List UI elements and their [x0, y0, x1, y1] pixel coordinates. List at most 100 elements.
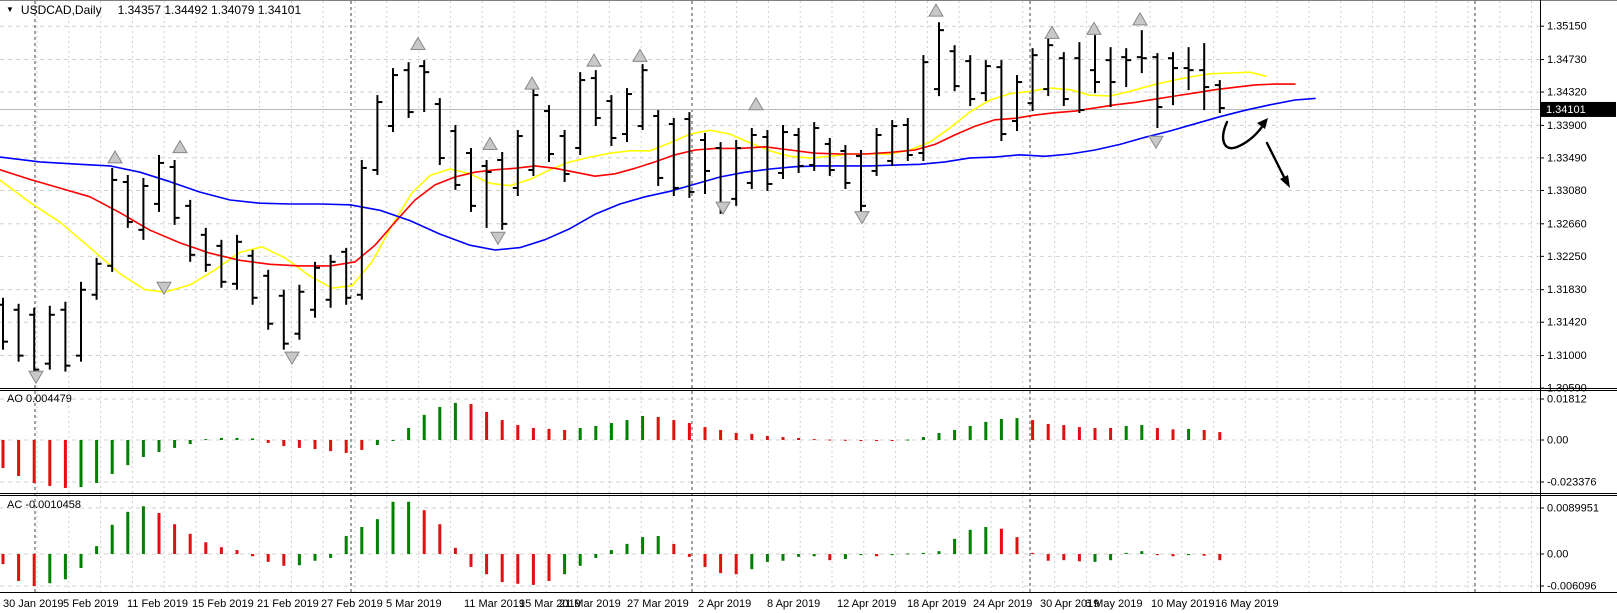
- ao-histogram-bar: [422, 414, 426, 440]
- frame-layer: [0, 0, 1617, 593]
- ao-histogram-bar: [79, 440, 83, 488]
- ac-histogram-bar: [828, 554, 832, 561]
- ao-histogram-bar: [1218, 432, 1222, 440]
- ao-axis-label: -0.023376: [1547, 477, 1597, 489]
- ao-histogram-bar: [921, 437, 925, 440]
- ac-histogram-bar: [625, 543, 629, 554]
- ao-histogram-bar: [219, 437, 223, 440]
- ac-histogram-bar: [360, 527, 364, 554]
- fractal-down-icon: [156, 281, 172, 296]
- ohlc-bar: [1058, 52, 1069, 107]
- ac-histogram-bar: [563, 554, 567, 575]
- time-axis-label: 21 Mar 2019: [559, 598, 621, 610]
- ao-histogram-bar: [360, 440, 364, 450]
- ac-histogram-bar: [719, 554, 723, 574]
- ac-histogram-bar: [781, 554, 785, 561]
- ao-histogram-bar: [251, 438, 255, 440]
- ac-histogram-bar: [531, 554, 535, 585]
- ohlc-quote-label: 1.34357 1.34492 1.34079 1.34101: [117, 3, 302, 17]
- ac-histogram-bar: [687, 554, 691, 557]
- straight-arrow-down-right[interactable]: [1265, 141, 1290, 188]
- ao-histogram-bar: [453, 402, 457, 440]
- ohlc-bar: [1152, 53, 1163, 129]
- trend-arrow-shaft: [1222, 120, 1266, 150]
- ac-histogram-layer: [1, 501, 1222, 587]
- ohlc-bar: [902, 118, 913, 161]
- ao-histogram-bar: [781, 437, 785, 440]
- ao-histogram-bar: [1124, 425, 1128, 440]
- time-axis[interactable]: 30 Jan 2019 5 Feb 2019 11 Feb 2019 15 Feb 2…: [3, 598, 1279, 610]
- ao-histogram-bar: [1109, 428, 1113, 440]
- ao-histogram-bar: [500, 420, 504, 440]
- ohlc-bar: [76, 281, 86, 362]
- ao-histogram-bar: [812, 439, 816, 441]
- symbol-dropdown-icon[interactable]: ▼: [6, 5, 14, 14]
- ac-histogram-bar: [1155, 554, 1159, 556]
- ac-histogram-bar: [1202, 554, 1206, 556]
- price-axis-label: 1.30590: [1547, 383, 1587, 395]
- price-axis[interactable]: 1.35150 1.34730 1.34320 1.33900 1.33490 1.330…: [1540, 21, 1616, 593]
- fractal-up-icon: [107, 149, 123, 164]
- ao-histogram-bar: [407, 428, 411, 440]
- time-axis-label: 11 Mar 2019: [464, 598, 525, 610]
- time-axis-label: 27 Mar 2019: [627, 598, 689, 610]
- ac-histogram-bar: [63, 554, 67, 580]
- ohlc-bar: [1121, 48, 1132, 88]
- ac-histogram-bar: [984, 527, 988, 554]
- ohlc-bar: [60, 301, 71, 372]
- ao-histogram-bar: [984, 421, 988, 440]
- ac-histogram-bar: [703, 554, 707, 567]
- ohlc-bar: [840, 145, 851, 189]
- ohlc-bar: [200, 227, 211, 272]
- price-axis-label: 1.32250: [1547, 251, 1587, 263]
- ac-histogram-bar: [1046, 554, 1050, 561]
- chart-title: ▼ USDCAD,Daily 1.34357 1.34492 1.34079 1…: [6, 3, 301, 17]
- ac-histogram-bar: [235, 550, 239, 554]
- ohlc-bar: [606, 95, 617, 147]
- ohlc-bar: [122, 175, 133, 228]
- fractal-up-icon: [586, 53, 602, 67]
- ao-histogram-bar: [875, 440, 879, 441]
- time-axis-label: 27 Feb 2019: [321, 598, 383, 610]
- ohlc-bar: [1183, 47, 1194, 91]
- ao-histogram-bar: [1, 440, 5, 469]
- alligator-layer: [0, 71, 1316, 293]
- curved-arrow-up-right[interactable]: [1222, 118, 1268, 150]
- time-axis-label: 15 Mar 2019: [519, 598, 581, 610]
- ac-histogram-bar: [219, 547, 223, 554]
- ao-histogram-bar: [1155, 428, 1159, 440]
- ao-histogram-bar: [17, 440, 21, 476]
- ac-histogram-bar: [999, 528, 1003, 554]
- ao-histogram-bar: [953, 430, 957, 440]
- ac-histogram-bar: [843, 554, 847, 560]
- time-axis-label: 24 Apr 2019: [973, 598, 1032, 610]
- ac-histogram-bar: [1218, 554, 1222, 561]
- ohlc-bar: [590, 70, 601, 127]
- ac-histogram-bar: [204, 542, 208, 554]
- price-axis-label: 1.35150: [1547, 21, 1587, 33]
- ac-histogram-bar: [1062, 554, 1066, 561]
- fractal-down-icon: [284, 351, 300, 366]
- ao-histogram-bar: [641, 416, 645, 440]
- alligator-jaw-line: [0, 97, 1316, 251]
- ao-histogram-bar: [141, 440, 145, 457]
- ao-histogram-bar: [687, 423, 691, 440]
- ohlc-bar: [356, 160, 367, 300]
- ao-histogram-bar: [1031, 420, 1035, 440]
- ao-histogram-bar: [157, 440, 161, 452]
- ac-histogram-bar: [1171, 554, 1175, 557]
- price-axis-label: 1.32660: [1547, 218, 1587, 230]
- ohlc-bar: [544, 105, 554, 162]
- ao-histogram-bar: [63, 440, 67, 488]
- current-price-tag-label: 1.34101: [1546, 104, 1586, 116]
- ao-histogram-bar: [375, 440, 379, 445]
- ohlc-bar: [575, 72, 586, 155]
- ac-histogram-bar: [500, 554, 504, 583]
- time-axis-label: 2 Apr 2019: [698, 598, 751, 610]
- fractal-up-icon: [1086, 21, 1102, 35]
- ao-axis-label: 0.00: [1547, 435, 1568, 447]
- ohlc-bar: [684, 112, 695, 198]
- ohlc-bar: [13, 303, 24, 362]
